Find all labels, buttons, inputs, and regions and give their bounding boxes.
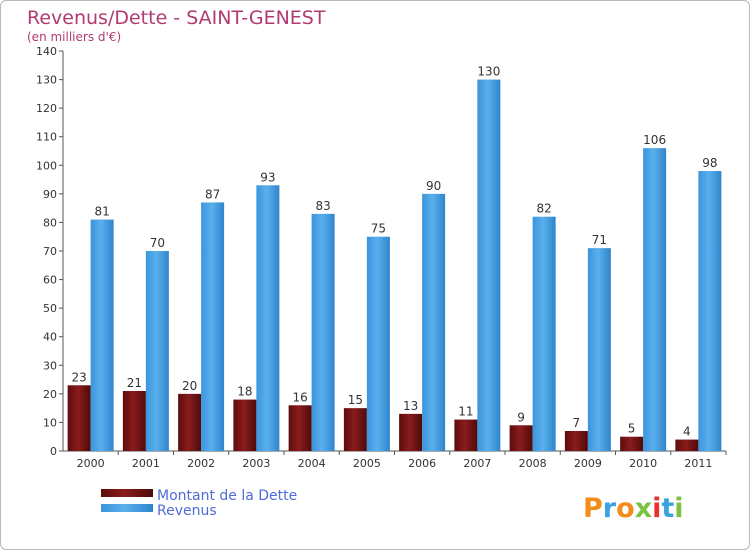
bar-revenus [256,185,280,452]
data-label: 87 [205,187,220,201]
bar-dette [67,385,91,451]
bar-revenus [422,193,446,451]
x-tick-label: 2006 [408,457,436,470]
x-tick-label: 2000 [77,457,105,470]
data-label: 93 [260,170,275,184]
data-label: 4 [683,425,691,439]
logo-letter: t [661,493,674,524]
y-tick-label: 100 [36,159,57,172]
proxiti-logo: Proxiti [583,493,684,524]
data-label: 71 [592,233,607,247]
logo-letter: P [583,493,603,524]
data-label: 82 [536,202,551,216]
y-tick-label: 110 [36,131,57,144]
bar-dette [178,393,202,451]
data-label: 16 [292,390,307,404]
data-label: 9 [517,410,525,424]
y-tick-label: 90 [43,188,57,201]
data-label: 90 [426,179,441,193]
legend: Montant de la Dette Revenus [101,488,297,519]
x-tick-label: 2005 [353,457,381,470]
data-labels: 23 81 21 70 20 87 18 93 16 83 15 75 13 90 11 130 9 82 7 71 5… [71,65,717,439]
logo-letter: x [635,493,652,524]
bar-revenus [90,219,114,451]
bar-dette [122,391,146,451]
bar-revenus [477,79,501,452]
x-tick-label: 2002 [187,457,215,470]
y-tick-label: 50 [43,302,57,315]
bar-revenus [145,251,169,451]
data-label: 83 [315,199,330,213]
data-label: 75 [371,222,386,236]
x-tick-label: 2001 [132,457,160,470]
x-tick-labels: 2000 2001 2002 2003 2004 2005 2006 2007 2008 2009… [77,457,713,470]
data-label: 20 [182,379,197,393]
data-label: 81 [94,205,109,219]
data-label: 11 [458,405,473,419]
bar-dette [675,439,699,451]
y-tick-label: 80 [43,216,57,229]
bar-revenus [311,213,335,451]
y-tick-label: 30 [43,359,57,372]
chart-title: Revenus/Dette - SAINT-GENEST [27,7,326,29]
bar-dette [233,399,257,451]
bar-revenus [643,148,667,451]
y-tick-label: 70 [43,245,57,258]
bar-dette [343,408,367,451]
x-tick-label: 2008 [519,457,547,470]
data-label: 106 [643,133,666,147]
data-label: 23 [71,370,86,384]
y-tick-label: 140 [36,45,57,58]
bar-dette [399,413,423,451]
y-tick-label: 0 [50,445,57,458]
bar-dette [620,436,644,451]
bar-revenus [587,248,611,451]
y-tick-label: 130 [36,74,57,87]
legend-swatch-debt [101,489,153,497]
logo-letter: o [616,493,635,524]
y-tick-label: 20 [43,388,57,401]
y-tick-label: 60 [43,274,57,287]
logo-letter: i [652,493,661,524]
chart-subtitle: (en milliers d'€) [27,30,121,44]
y-tick-label: 120 [36,102,57,115]
bars [67,79,722,452]
logo-letter: i [674,493,683,524]
x-tick-label: 2003 [242,457,270,470]
logo-letter: r [603,493,617,524]
bar-revenus [366,236,390,451]
bar-dette [288,405,312,451]
bar-revenus [698,171,722,451]
data-label: 7 [573,416,581,430]
legend-label-debt: Montant de la Dette [157,488,297,504]
axes: 0 10 20 30 40 50 60 70 80 90 100 110 120 130 140 [36,45,727,458]
x-tick-label: 2004 [298,457,326,470]
legend-swatch-revenus [101,504,153,512]
bar-dette [564,431,588,451]
y-tick-label: 40 [43,331,57,344]
data-label: 98 [702,156,717,170]
data-label: 18 [237,385,252,399]
data-label: 13 [403,399,418,413]
bar-revenus [532,216,556,451]
bar-revenus [201,202,225,451]
x-tick-label: 2011 [684,457,712,470]
data-label: 5 [628,422,636,436]
x-tick-label: 2007 [463,457,491,470]
legend-label-revenus: Revenus [157,503,217,519]
bar-dette [454,419,478,451]
bar-dette [509,425,533,451]
data-label: 15 [348,393,363,407]
data-label: 130 [477,65,500,79]
data-label: 21 [127,376,142,390]
x-tick-label: 2010 [629,457,657,470]
x-tick-label: 2009 [574,457,602,470]
data-label: 70 [150,236,165,250]
y-tick-label: 10 [43,416,57,429]
